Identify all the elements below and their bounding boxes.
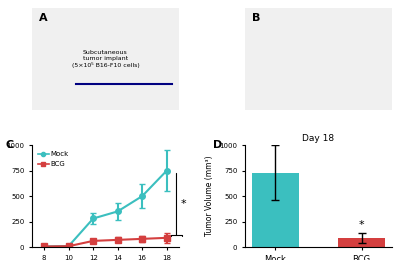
Bar xyxy=(252,173,299,247)
Bar xyxy=(338,238,385,247)
Legend: Mock, BCG: Mock, BCG xyxy=(36,149,72,170)
Text: *: * xyxy=(359,220,364,230)
Text: Subcutaneous
tumor implant
(5×10⁵ B16-F10 cells): Subcutaneous tumor implant (5×10⁵ B16-F1… xyxy=(72,50,139,68)
Text: B: B xyxy=(252,13,261,23)
Y-axis label: Tumor Volume (mm³): Tumor Volume (mm³) xyxy=(0,156,1,236)
Y-axis label: Tumor Volume (mm³): Tumor Volume (mm³) xyxy=(205,156,214,236)
Text: *: * xyxy=(180,199,186,209)
Text: A: A xyxy=(39,13,48,23)
Title: Day 18: Day 18 xyxy=(302,134,334,143)
Text: D: D xyxy=(213,140,222,150)
Text: C: C xyxy=(6,140,14,150)
